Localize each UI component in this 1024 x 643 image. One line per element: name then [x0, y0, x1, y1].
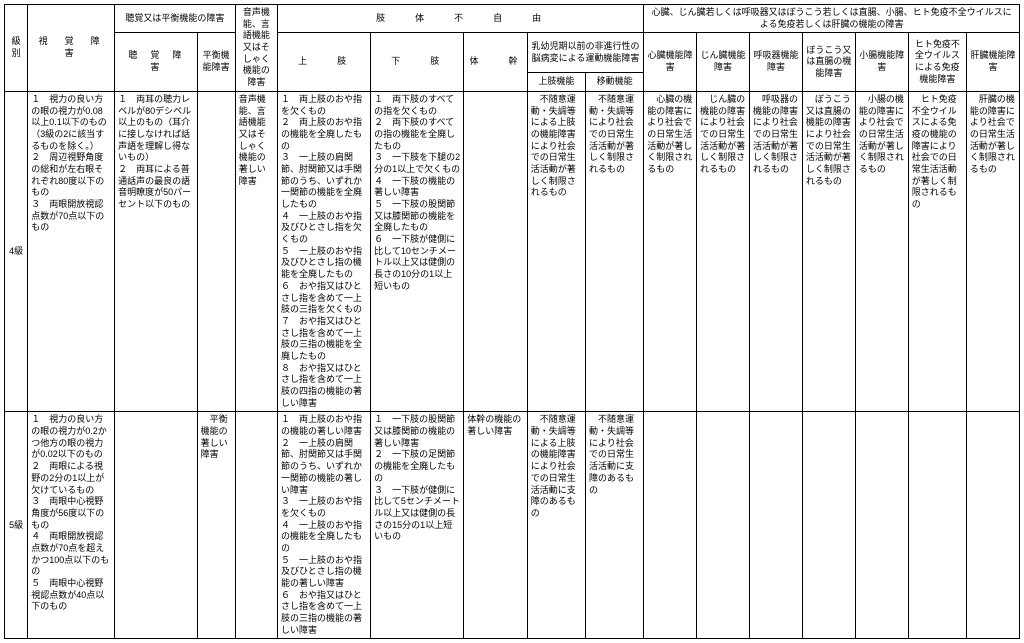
header-brain-move: 移動機能: [585, 72, 643, 91]
cell-voice: [235, 412, 277, 639]
cell-liver: [966, 412, 1019, 639]
header-grade: 級別: [5, 5, 28, 92]
cell-resp: 呼吸器の機能の障害により社会での日常生活活動が著しく制限されるもの: [750, 91, 803, 412]
cell-upper: １ 両上肢のおや指の機能の著しい障害２ 一上肢の肩関節、肘関節又は手関節のうち、…: [278, 412, 371, 639]
header-upper: 上 肢: [278, 33, 371, 91]
cell-kidney: じん臓の機能の障害により社会での日常生活活動が著しく制限されるもの: [697, 91, 750, 412]
cell-grade: 4級: [5, 91, 28, 412]
row-grade-5: 5級 １ 視力の良い方の眼の視力が0.2かつ他方の眼の視力が0.02以下のもの２…: [5, 412, 1020, 639]
cell-brain-upper: 不随意運動・失調等による上肢の機能障害により社会での日常生活活動が著しく制限され…: [527, 91, 585, 412]
header-visual: 視 覚 障 害: [28, 5, 115, 92]
row-grade-4: 4級 １ 視力の良い方の眼の視力が0.08以上0.1以下のもの（3級の2に該当す…: [5, 91, 1020, 412]
cell-trunk: 体幹の機能の著しい障害: [464, 412, 527, 639]
cell-resp: [750, 412, 803, 639]
cell-brain-upper: 不随意運動・失調等による上肢の機能障害により社会での日常生活活動に支障のあるもの: [527, 412, 585, 639]
cell-balance: 平衡機能の著しい障害: [197, 412, 235, 639]
cell-small: 小腸の機能の障害により社会での日常生活活動が著しく制限されるもの: [855, 91, 908, 412]
cell-small: [855, 412, 908, 639]
cell-trunk: [464, 91, 527, 412]
header-limb-group: 肢 体 不 自 由: [278, 5, 644, 33]
cell-hiv: [908, 412, 966, 639]
cell-lower: １ 一下肢の股関節又は膝関節の機能の著しい障害２ 一下肢の足関節の機能を全廃した…: [371, 412, 464, 639]
cell-brain-move: 不随意運動・失調等により社会での日常生活活動に支障のあるもの: [585, 412, 643, 639]
cell-brain-move: 不随意運動・失調等により社会での日常生活活動が著しく制限されるもの: [585, 91, 643, 412]
cell-hiv: ヒト免疫不全ウイルスによる免疫の機能の障害により社会での日常生活活動が著しく制限…: [908, 91, 966, 412]
cell-heart: 心臓の機能の障害により社会での日常生活活動が著しく制限されるもの: [644, 91, 697, 412]
header-hiv: ヒト免疫不全ウイルスによる免疫機能障害: [908, 33, 966, 91]
header-liver: 肝臓機能障害: [966, 33, 1019, 91]
cell-bladder: ぼうこう又は直腸の機能の障害により社会での日常生活活動が著しく制限されるもの: [802, 91, 855, 412]
cell-balance: [197, 91, 235, 412]
cell-liver: 肝臓の機能の障害により社会での日常生活活動が著しく制限されるもの: [966, 91, 1019, 412]
cell-heart: [644, 412, 697, 639]
header-brain-group: 乳幼児期以前の非進行性の脳病変による運動機能障害: [527, 33, 643, 72]
cell-visual: １ 視力の良い方の眼の視力が0.2かつ他方の眼の視力が0.02以下のもの２ 両眼…: [28, 412, 115, 639]
header-bladder: ぼうこう又は直腸の機能障害: [802, 33, 855, 91]
header-small: 小腸機能障害: [855, 33, 908, 91]
header-hearing-balance: 聴覚又は平衡機能の障害: [115, 5, 236, 33]
header-lower: 下 肢: [371, 33, 464, 91]
cell-voice: 音声機能、言語機能又はそしゃく機能の著しい障害: [235, 91, 277, 412]
header-internal-group: 心臓、じん臓若しくは呼吸器又はぼうこう若しくは直腸、小腸、ヒト免疫不全ウイルスに…: [644, 5, 1020, 33]
header-balance: 平衡機能障害: [197, 33, 235, 91]
cell-hearing: [115, 412, 198, 639]
disability-grade-table: 級別 視 覚 障 害 聴覚又は平衡機能の障害 音声機能、言語機能又はそしゃく機能…: [4, 4, 1020, 639]
cell-visual: １ 視力の良い方の眼の視力が0.08以上0.1以下のもの（3級の2に該当するもの…: [28, 91, 115, 412]
header-resp: 呼吸器機能障害: [750, 33, 803, 91]
cell-kidney: [697, 412, 750, 639]
header-hearing: 聴 覚 障 害: [115, 33, 198, 91]
cell-lower: １ 両下肢のすべての指を欠くもの２ 両下肢のすべての指の機能を全廃したもの３ 一…: [371, 91, 464, 412]
cell-grade: 5級: [5, 412, 28, 639]
header-brain-upper: 上肢機能: [527, 72, 585, 91]
cell-bladder: [802, 412, 855, 639]
header-kidney: じん臓機能障害: [697, 33, 750, 91]
header-voice: 音声機能、言語機能又はそしゃく機能の障害: [235, 5, 277, 92]
header-trunk: 体 幹: [464, 33, 527, 91]
header-heart: 心臓機能障害: [644, 33, 697, 91]
cell-upper: １ 両上肢のおや指を欠くもの２ 両上肢のおや指の機能を全廃したもの３ 一上肢の肩…: [278, 91, 371, 412]
cell-hearing: １ 両耳の聴力レベルが80デシベル以上のもの（耳介に接しなければ話声語を理解し得…: [115, 91, 198, 412]
